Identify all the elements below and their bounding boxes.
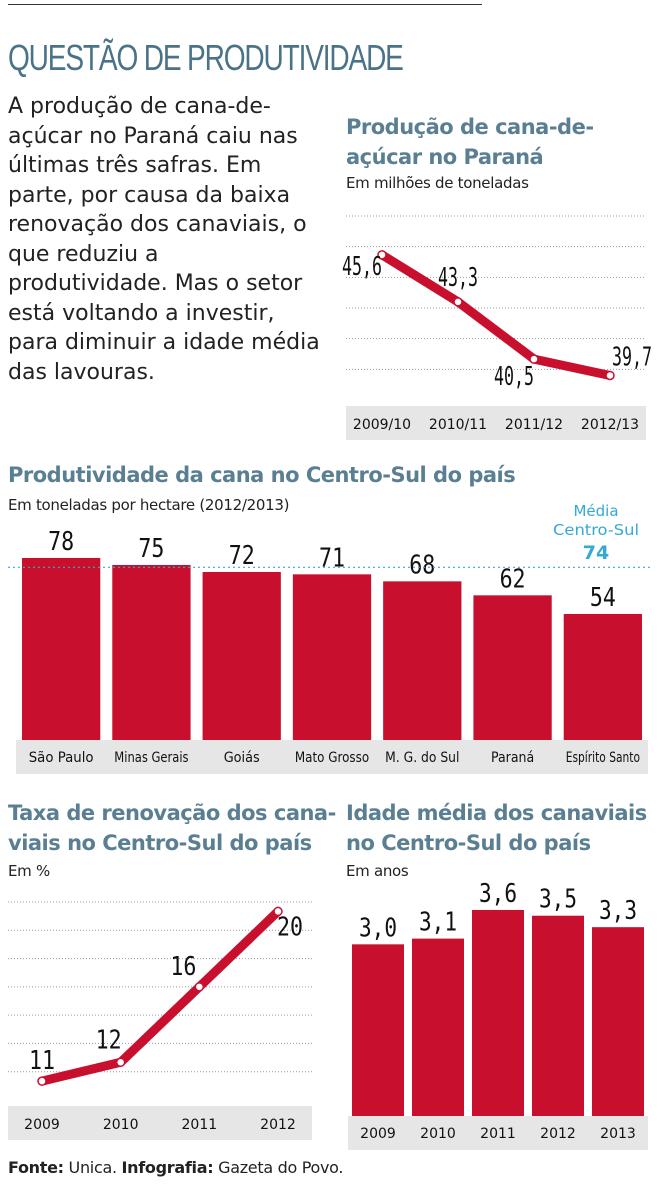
producao-data-label-2009/10: 45,6 [342,252,382,282]
intro-text: A produção de cana-de-açúcar no Paraná c… [8,94,320,385]
idade-bar-2011 [472,910,524,1116]
renovacao-point-2010 [115,1057,126,1068]
idade-bar-2009 [352,944,404,1116]
producao-series-line [377,250,615,380]
source-label: Fonte: [8,1158,64,1177]
chart-producao-title: Produção de cana-de-açúcar no Paraná [346,115,594,169]
producao-data-label-2010/11: 43,3 [438,263,478,293]
producao-tick-2012/13: 2012/13 [581,417,639,433]
renovacao-data-label-2010: 12 [96,1025,122,1055]
produtividade-axis-band [16,740,648,774]
produtividade-bar-Paraná [473,595,552,740]
source-value: Unica. [63,1158,122,1177]
chart-renovacao-title-line1: Taxa de renovação dos cana- [8,801,336,825]
average-value: 74 [583,542,609,564]
producao-point-2010/11 [453,297,463,307]
renovacao-data-label-2012: 20 [277,912,303,942]
chart-renovacao-subtitle: Em % [8,862,50,880]
idade-data-label-2009: 3,0 [359,913,397,943]
produtividade-tick-Mato Grosso: Mato Grosso [295,750,369,766]
idade-bar-2010 [412,938,464,1116]
produtividade-tick-Minas Gerais: Minas Gerais [114,750,188,766]
produtividade-bar-Espírito Santo [563,614,642,740]
idade-bar-2012 [532,915,584,1116]
chart-idade-subtitle: Em anos [346,862,409,880]
produtividade-tick-Paraná: Paraná [491,750,534,766]
produtividade-data-label-São Paulo: 78 [48,527,74,557]
produtividade-bar-Goiás [202,572,281,740]
infographic-value: Gazeta do Povo. [213,1158,344,1177]
produtividade-bar-Mato Grosso [292,574,372,740]
produtividade-bar-M. G. do Sul [383,581,462,740]
footer-credits: Fonte: Unica. Infografia: Gazeta do Povo… [8,1158,343,1177]
idade-tick-2011: 2011 [480,1126,516,1142]
idade-axis-band [348,1116,648,1150]
renovacao-series-line [37,906,283,1086]
producao-tick-2009/10: 2009/10 [353,417,411,433]
produtividade-data-label-Mato Grosso: 71 [319,543,345,573]
renovacao-data-label-2009: 11 [29,1046,55,1076]
produtividade-data-label-Goiás: 72 [229,541,255,571]
idade-tick-2009: 2009 [360,1126,396,1142]
chart-idade-title: Idade média dos canaviais no Centro-Sul … [346,798,647,858]
top-rule [8,4,482,5]
chart-producao-subtitle: Em milhões de toneladas [346,174,529,192]
idade-data-label-2013: 3,3 [599,896,637,926]
producao-point-2011/12 [529,354,539,364]
produtividade-tick-M. G. do Sul: M. G. do Sul [385,750,459,766]
idade-tick-2012: 2012 [540,1126,576,1142]
produtividade-tick-Espírito Santo: Espírito Santo [566,750,640,766]
producao-point-2012/13 [605,370,615,381]
renovacao-point-2009 [37,1076,47,1086]
chart-produtividade-title: Produtividade da cana no Centro-Sul do p… [8,463,516,487]
producao-axis-band [346,406,646,440]
renovacao-point-2011 [194,982,205,992]
renovacao-data-label-2011: 16 [170,952,196,982]
renovacao-tick-2010: 2010 [103,1117,139,1133]
page-title: QUESTÃO DE PRODUTIVIDADE [8,37,404,78]
produtividade-data-label-M. G. do Sul: 68 [409,550,435,580]
chart-idade-title-line1: Idade média dos canaviais [346,801,647,825]
chart-produtividade-subtitle: Em toneladas por hectare (2012/2013) [8,496,290,514]
idade-data-label-2012: 3,5 [539,885,577,915]
chart-renovacao-title: Taxa de renovação dos cana- viais no Cen… [8,798,336,858]
renovacao-tick-2011: 2011 [182,1117,218,1133]
chart-renovacao-title-line2: viais no Centro-Sul do país [8,831,312,855]
produtividade-data-label-Paraná: 62 [500,564,526,594]
average-label-line2: Centro-Sul [553,521,639,539]
producao-tick-2010/11: 2010/11 [429,417,487,433]
idade-tick-2010: 2010 [420,1126,456,1142]
produtividade-tick-São Paulo: São Paulo [29,750,94,766]
produtividade-data-label-Espírito Santo: 54 [590,583,616,613]
idade-data-label-2011: 3,6 [479,879,517,909]
produtividade-data-label-Minas Gerais: 75 [138,534,164,564]
produtividade-tick-Goiás: Goiás [224,750,260,766]
renovacao-tick-2009: 2009 [24,1117,60,1133]
producao-data-label-2012/13: 39,7 [612,342,652,372]
renovacao-tick-2012: 2012 [260,1117,296,1133]
producao-tick-2011/12: 2011/12 [505,417,563,433]
produtividade-bar-Minas Gerais [112,565,191,740]
infographic-label: Infografia: [121,1158,214,1177]
produtividade-bar-São Paulo [22,558,101,740]
chart-idade-title-line2: no Centro-Sul do país [346,831,591,855]
idade-bar-2013 [592,927,644,1116]
average-label-line1: Média [573,502,618,520]
producao-point-2009/10 [377,250,387,260]
idade-tick-2013: 2013 [600,1126,636,1142]
renovacao-axis-band [8,1106,312,1140]
producao-data-label-2011/12: 40,5 [494,362,534,392]
idade-data-label-2010: 3,1 [419,908,457,938]
renovacao-point-2012 [273,906,283,917]
